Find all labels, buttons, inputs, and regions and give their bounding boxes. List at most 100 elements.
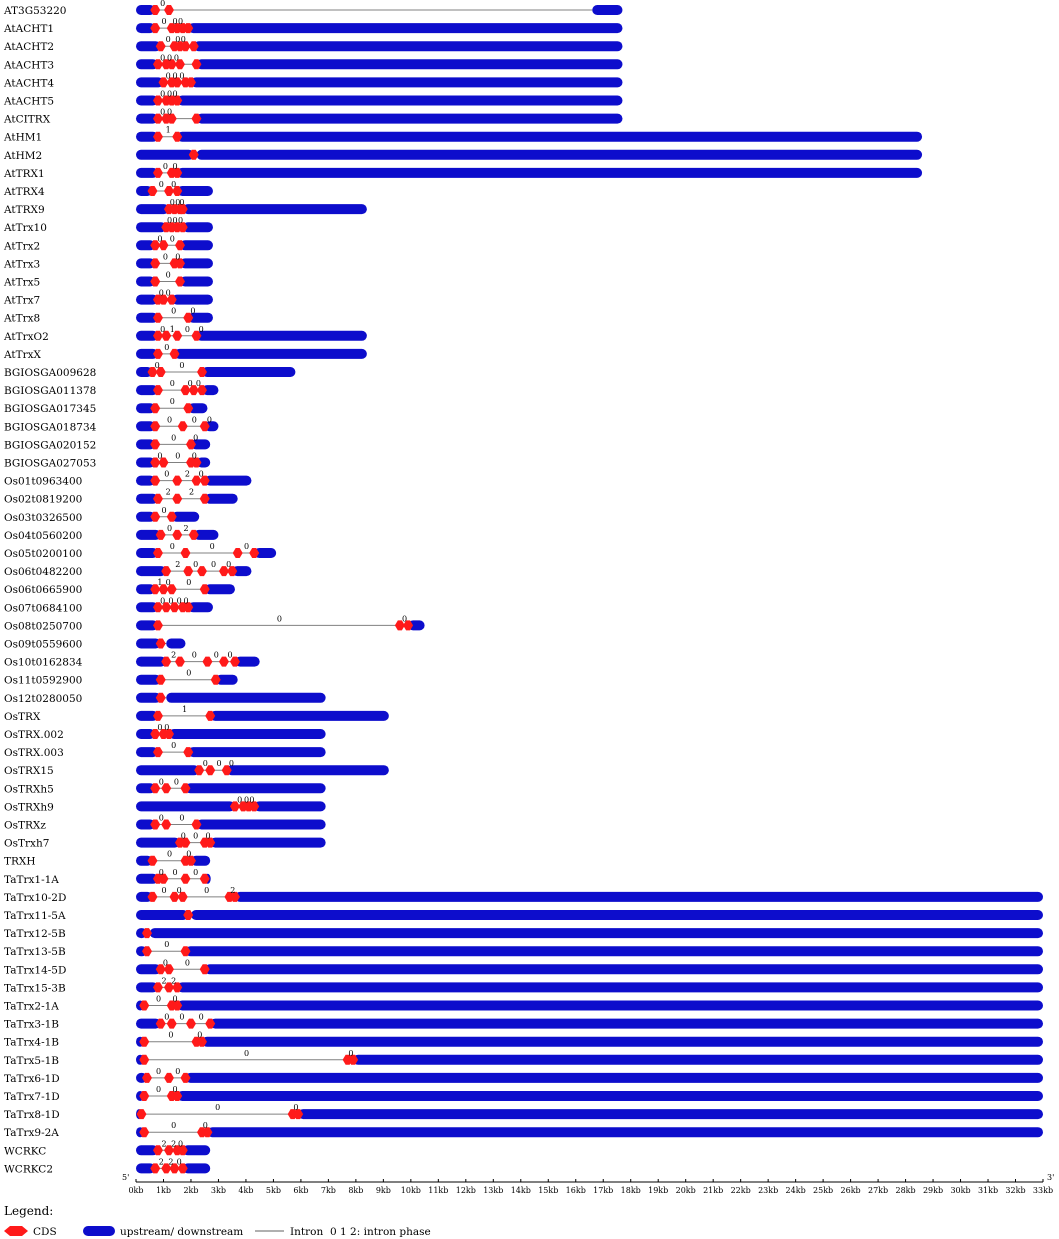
cds-exon bbox=[169, 348, 180, 359]
axis-tick-label: 29kb bbox=[923, 1186, 943, 1195]
intron-phase-label: 0 bbox=[244, 1049, 249, 1058]
axis-tick-label: 5kb bbox=[266, 1186, 281, 1195]
cds-exon bbox=[180, 946, 191, 957]
cds-exon bbox=[155, 692, 166, 703]
upstream-bar bbox=[136, 656, 167, 667]
cds-exon bbox=[169, 1163, 180, 1174]
cds-exon bbox=[158, 294, 169, 305]
gene-row: AtHM2 bbox=[3, 149, 923, 162]
downstream-bar bbox=[204, 493, 238, 504]
intron-phase-label: 0 bbox=[170, 198, 175, 207]
cds-exon bbox=[199, 964, 210, 975]
cds-exon bbox=[172, 131, 183, 142]
gene-row: TaTrx15-3B 2 2 bbox=[4, 976, 1043, 994]
cds-exon bbox=[249, 801, 260, 812]
intron-phase-label: 0 bbox=[167, 850, 172, 859]
cds-exon bbox=[147, 855, 158, 866]
cds-exon bbox=[163, 982, 174, 993]
gene-label: AtTrx10 bbox=[3, 222, 47, 234]
intron-phase-label: 0 bbox=[160, 53, 165, 62]
intron-phase-label: 0 bbox=[167, 53, 172, 62]
downstream-bar bbox=[185, 1072, 1044, 1083]
gene-row: Os12t0280050 bbox=[4, 692, 326, 705]
intron-phase-label: 0 bbox=[167, 524, 172, 533]
intron-phase-label: 0 bbox=[172, 216, 177, 225]
upstream-bar bbox=[136, 312, 158, 323]
intron-phase-label: 0 bbox=[190, 307, 195, 316]
upstream-bar bbox=[136, 710, 158, 721]
downstream-bar bbox=[234, 891, 1044, 902]
downstream-bar bbox=[177, 186, 213, 196]
gene-label: Os10t0162834 bbox=[4, 657, 83, 669]
gene-row: AtTrx2 0 0 bbox=[3, 234, 213, 252]
gene-label: AtACHT4 bbox=[3, 77, 54, 89]
intron-phase-label: 2 bbox=[171, 976, 176, 985]
cds-exon bbox=[183, 403, 194, 414]
intron-phase-label: 0 bbox=[348, 1049, 353, 1058]
gene-label: WCRKC bbox=[4, 1145, 46, 1157]
gene-label: TaTrx9-2A bbox=[4, 1127, 59, 1139]
cds-exon bbox=[185, 855, 196, 866]
intron-phase-label: 0 bbox=[216, 759, 221, 768]
gene-row: OsTRX.002 0 0 bbox=[4, 723, 326, 741]
gene-row: AtTrxX 0 bbox=[3, 343, 367, 361]
gene-row: BGIOSGA009628 0 0 bbox=[4, 361, 296, 379]
intron-phase-label: 0 bbox=[155, 361, 160, 370]
cds-exon bbox=[172, 982, 183, 993]
downstream-bar bbox=[201, 1036, 1044, 1047]
intron-phase-label: 0 bbox=[193, 433, 198, 442]
gene-label: Os04t0560200 bbox=[4, 530, 82, 542]
intron-phase-label: 0 bbox=[174, 777, 179, 786]
axis-tick-label: 2kb bbox=[183, 1186, 198, 1195]
cds-exon bbox=[150, 23, 161, 34]
cds-exon bbox=[152, 113, 163, 124]
cds-exon bbox=[169, 891, 180, 902]
gene-row: AtACHT4 0 0 0 bbox=[3, 71, 623, 89]
cds-exon bbox=[183, 910, 194, 920]
downstream-bar bbox=[174, 348, 367, 359]
gene-label: OsTRXh9 bbox=[4, 801, 54, 813]
cds-exon bbox=[183, 312, 194, 323]
gene-label: OsTRX.002 bbox=[4, 729, 64, 741]
gene-label: WCRKC2 bbox=[4, 1163, 53, 1175]
upstream-bar bbox=[136, 801, 235, 812]
downstream-bar bbox=[190, 439, 211, 450]
intron-phase-label: 0 bbox=[226, 560, 231, 569]
legend-utr-swatch bbox=[83, 1226, 115, 1236]
cds-exon bbox=[150, 403, 161, 414]
intron-phase-label: 2 bbox=[185, 470, 190, 479]
intron-phase-label: 0 bbox=[170, 542, 175, 551]
upstream-bar bbox=[136, 1163, 156, 1174]
upstream-bar bbox=[136, 258, 156, 269]
legend-cds-label: CDS bbox=[33, 1226, 57, 1238]
upstream-bar bbox=[136, 77, 164, 88]
upstream-bar bbox=[136, 167, 158, 178]
cds-exon bbox=[172, 95, 183, 106]
cds-exon bbox=[191, 59, 202, 70]
cds-exon bbox=[147, 186, 158, 196]
downstream-bar bbox=[210, 710, 389, 721]
cds-exon bbox=[196, 1036, 207, 1047]
gene-label: Os11t0592900 bbox=[4, 675, 82, 687]
axis-tick-label: 25kb bbox=[813, 1186, 833, 1195]
intron-phase-label: 0 bbox=[237, 795, 242, 804]
cds-exon bbox=[152, 330, 163, 341]
axis-tick-label: 31kb bbox=[978, 1186, 998, 1195]
intron-phase-label: 2 bbox=[168, 1157, 173, 1166]
cds-exon bbox=[152, 747, 163, 758]
cds-exon bbox=[196, 367, 207, 377]
gene-row: Os09t0559600 bbox=[4, 638, 186, 651]
gene-row: AtHM1 1 bbox=[3, 126, 923, 144]
gene-label: Os01t0963400 bbox=[4, 476, 82, 488]
intron-phase-label: 0 bbox=[175, 452, 180, 461]
intron-phase-label: 0 bbox=[177, 596, 182, 605]
axis-tick-label: 30kb bbox=[950, 1186, 970, 1195]
upstream-bar bbox=[136, 529, 161, 540]
gene-label: AtTrxO2 bbox=[3, 331, 49, 343]
upstream-bar bbox=[136, 891, 153, 902]
intron-phase-label: 0 bbox=[156, 995, 161, 1004]
cds-exon bbox=[150, 511, 161, 522]
intron-phase-label: 0 bbox=[159, 777, 164, 786]
intron-phase-label: 0 bbox=[186, 578, 191, 587]
intron-phase-label: 0 bbox=[174, 53, 179, 62]
